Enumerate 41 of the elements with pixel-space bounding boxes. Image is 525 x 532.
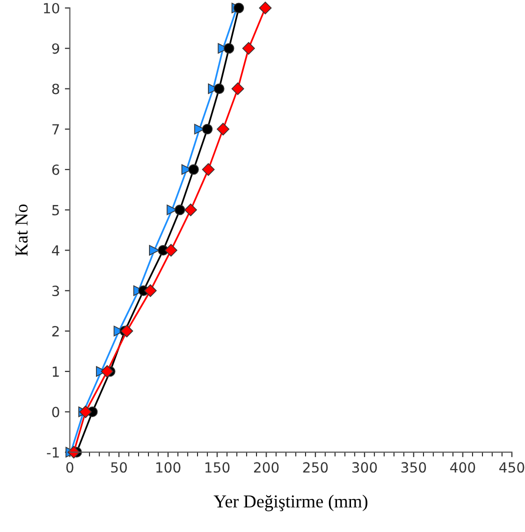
point: [214, 83, 224, 94]
x-tick-label: 150: [205, 462, 230, 473]
x-tick-label: 400: [450, 462, 476, 473]
y-axis-title: Kat No: [16, 204, 28, 256]
y-tick-label: 6: [52, 164, 60, 175]
y-tick-label: 10: [44, 2, 60, 14]
y-tick-label: 9: [52, 43, 60, 54]
y-tick-label: 0: [52, 406, 60, 418]
y-tick-label: 7: [52, 124, 59, 134]
point: [258, 2, 272, 14]
y-tick-label: 8: [52, 84, 60, 94]
x-tick-label: 100: [156, 462, 180, 473]
point: [174, 204, 186, 216]
point: [242, 42, 255, 55]
y-tick-label: -1: [46, 447, 59, 458]
point: [188, 164, 199, 175]
x-tick-label: 50: [111, 462, 127, 473]
point: [120, 324, 134, 338]
x-tick-label: 200: [254, 462, 279, 473]
point: [100, 365, 114, 378]
x-tick-label: 250: [303, 462, 328, 473]
x-axis-title: Yer Değiştirme (mm): [214, 494, 368, 512]
x-tick-label: 300: [352, 462, 377, 473]
point: [79, 406, 92, 418]
point: [202, 124, 213, 134]
y-tick-label: 4: [52, 245, 60, 256]
y-tick-label: 1: [52, 366, 59, 377]
point: [216, 122, 230, 136]
point: [149, 245, 160, 256]
point: [202, 163, 215, 176]
point: [224, 43, 234, 54]
y-tick-label: 5: [52, 205, 59, 216]
point: [164, 244, 178, 257]
point: [184, 204, 197, 216]
y-tick-label: 2: [52, 326, 59, 336]
x-tick-label: 0: [66, 462, 74, 473]
point: [144, 284, 157, 297]
y-tick-label: 3: [52, 286, 59, 296]
x-tick-label: 350: [401, 462, 426, 473]
x-tick-label: 450: [499, 462, 524, 473]
point: [231, 82, 244, 96]
